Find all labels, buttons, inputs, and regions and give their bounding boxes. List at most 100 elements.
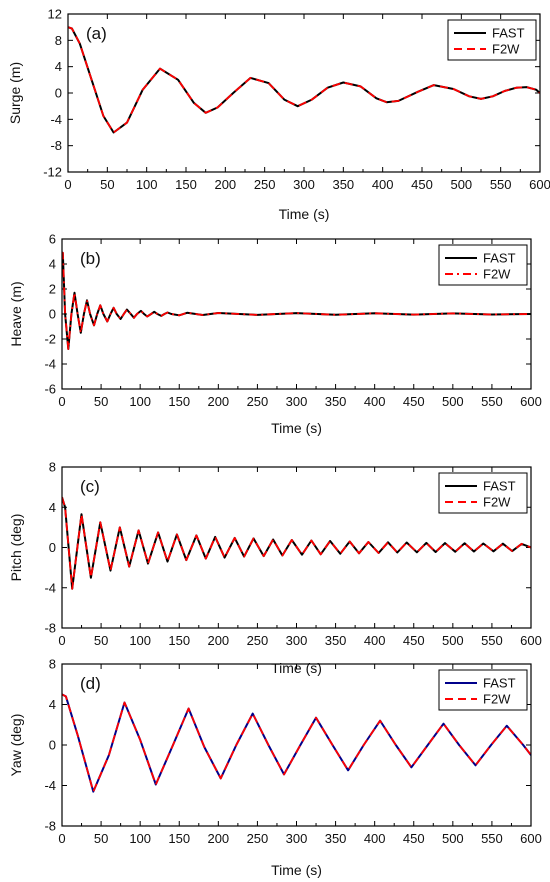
x-tick-label: 50 <box>94 633 108 648</box>
y-tick-label: -8 <box>44 819 56 834</box>
x-tick-label: 250 <box>254 177 276 192</box>
y-tick-label: 0 <box>49 307 56 322</box>
y-tick-label: 8 <box>55 33 62 48</box>
x-tick-label: 50 <box>94 831 108 846</box>
legend-box <box>438 244 528 286</box>
x-tick-label: 200 <box>207 394 229 409</box>
legend-label-fast: FAST <box>483 251 516 266</box>
x-tick-label: 450 <box>403 394 425 409</box>
x-axis-label: Time (s) <box>271 420 322 436</box>
y-tick-label: 4 <box>55 59 62 74</box>
x-tick-label: 200 <box>214 177 236 192</box>
x-tick-label: 600 <box>529 177 550 192</box>
x-tick-label: 550 <box>481 633 503 648</box>
x-tick-label: 350 <box>325 394 347 409</box>
plot-frame <box>61 238 532 390</box>
x-tick-label: 400 <box>372 177 394 192</box>
y-axis-label: Surge (m) <box>7 62 23 124</box>
x-tick-label: 350 <box>332 177 354 192</box>
y-tick-label: 12 <box>48 7 62 22</box>
y-axis-label: Heave (m) <box>8 281 24 346</box>
series-group <box>62 251 531 350</box>
legend-label-f2w: F2W <box>483 267 511 282</box>
y-tick-label: -8 <box>50 138 62 153</box>
series-group <box>68 26 540 134</box>
y-axis-label: Pitch (deg) <box>8 514 24 582</box>
x-tick-label: 0 <box>58 394 65 409</box>
plot-frame <box>61 663 532 827</box>
x-tick-label: 150 <box>168 633 190 648</box>
panel-label: (d) <box>80 674 101 693</box>
x-tick-label: 400 <box>364 633 386 648</box>
y-tick-label: -4 <box>44 580 56 595</box>
x-tick-label: 450 <box>403 831 425 846</box>
y-tick-label: -4 <box>50 112 62 127</box>
x-tick-label: 0 <box>58 633 65 648</box>
x-tick-label: 250 <box>247 394 269 409</box>
series-line-f2w <box>62 496 531 590</box>
x-tick-label: 0 <box>64 177 71 192</box>
x-tick-label: 200 <box>207 831 229 846</box>
x-tick-label: 300 <box>286 633 308 648</box>
plot-frame <box>67 13 541 173</box>
x-tick-label: 100 <box>129 633 151 648</box>
x-tick-label: 200 <box>207 633 229 648</box>
panel-label: (b) <box>80 249 101 268</box>
series-line-f2w <box>68 26 540 134</box>
series-group <box>62 496 531 590</box>
x-tick-label: 300 <box>286 831 308 846</box>
x-tick-label: 0 <box>58 831 65 846</box>
x-tick-label: 150 <box>168 831 190 846</box>
x-tick-label: 350 <box>325 831 347 846</box>
y-tick-label: 0 <box>49 738 56 753</box>
x-tick-label: 500 <box>442 831 464 846</box>
x-tick-label: 500 <box>442 633 464 648</box>
x-tick-label: 250 <box>247 633 269 648</box>
panel-3: 0 50 100 150 200 250 300 350 400 450 500 550 600 -8 -4… <box>8 460 542 677</box>
panel-label: (c) <box>80 477 100 496</box>
x-tick-label: 100 <box>129 831 151 846</box>
y-tick-label: 4 <box>49 500 56 515</box>
y-tick-label: 8 <box>49 460 56 475</box>
x-tick-label: 300 <box>293 177 315 192</box>
panel-2: 0 50 100 150 200 250 300 350 400 450 500 550 600 -6 -4… <box>8 232 542 437</box>
legend-label-f2w: F2W <box>492 42 520 57</box>
x-tick-label: 150 <box>175 177 197 192</box>
y-tick-label: -4 <box>44 357 56 372</box>
y-tick-label: 8 <box>49 657 56 672</box>
x-axis-label: Time (s) <box>271 862 322 878</box>
y-tick-label: 4 <box>49 257 56 272</box>
panel-label: (a) <box>86 24 107 43</box>
legend-box <box>438 669 528 711</box>
y-tick-label: 2 <box>49 282 56 297</box>
x-tick-label: 300 <box>286 394 308 409</box>
x-tick-label: 550 <box>490 177 512 192</box>
x-tick-label: 400 <box>364 394 386 409</box>
legend-label-fast: FAST <box>483 676 516 691</box>
legend-label-fast: FAST <box>483 479 516 494</box>
panel-1: 0 50 100 150 200 250 300 350 400 450 500 550 600 -12 -… <box>7 7 550 223</box>
x-tick-label: 250 <box>247 831 269 846</box>
x-tick-label: 550 <box>481 394 503 409</box>
x-tick-label: 600 <box>520 394 542 409</box>
y-tick-label: 0 <box>49 540 56 555</box>
x-tick-label: 100 <box>129 394 151 409</box>
x-tick-label: 500 <box>450 177 472 192</box>
y-axis-label: Yaw (deg) <box>8 714 24 777</box>
series-group <box>62 693 531 793</box>
y-tick-label: -4 <box>44 778 56 793</box>
x-tick-label: 500 <box>442 394 464 409</box>
series-line-f2w <box>62 251 531 350</box>
x-tick-label: 550 <box>481 831 503 846</box>
x-tick-label: 50 <box>100 177 114 192</box>
x-tick-label: 450 <box>411 177 433 192</box>
y-tick-label: 4 <box>49 697 56 712</box>
x-tick-label: 600 <box>520 831 542 846</box>
x-tick-label: 150 <box>168 394 190 409</box>
panel-4: 0 50 100 150 200 250 300 350 400 450 500 550 600 -8 -4… <box>8 657 542 879</box>
y-tick-label: -2 <box>44 332 56 347</box>
x-axis-label: Time (s) <box>279 206 330 222</box>
legend-label-f2w: F2W <box>483 495 511 510</box>
x-tick-label: 450 <box>403 633 425 648</box>
